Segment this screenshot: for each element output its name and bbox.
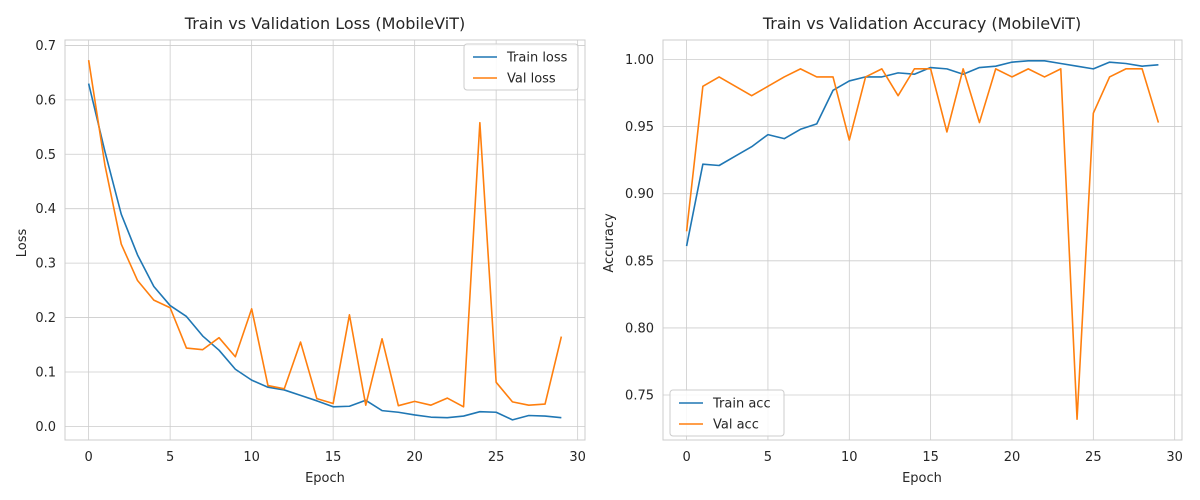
accuracy-x-tick-label: 10 xyxy=(841,450,858,465)
loss-y-tick-label: 0.7 xyxy=(35,39,56,54)
loss-y-tick-label: 0.4 xyxy=(35,202,56,217)
accuracy-y-tick-label: 0.80 xyxy=(625,321,654,336)
accuracy-legend-label: Val acc xyxy=(713,418,759,433)
loss-chart-title: Train vs Validation Loss (MobileViT) xyxy=(184,14,465,33)
accuracy-plot-frame xyxy=(662,39,1183,441)
loss-x-tick-label: 20 xyxy=(406,450,423,465)
accuracy-x-axis-label: Epoch xyxy=(902,471,942,486)
accuracy-series-val-acc-line xyxy=(685,68,1160,420)
loss-x-tick-label: 15 xyxy=(325,450,342,465)
loss-y-tick-label: 0.2 xyxy=(35,311,56,326)
loss-x-tick-label: 0 xyxy=(84,450,92,465)
accuracy-y-tick-label: 0.90 xyxy=(625,187,654,202)
accuracy-legend-label: Train acc xyxy=(712,397,771,412)
accuracy-chart: Train vs Validation Accuracy (MobileViT)… xyxy=(602,14,1183,486)
loss-y-tick-label: 0.6 xyxy=(35,93,56,108)
accuracy-chart-title: Train vs Validation Accuracy (MobileViT) xyxy=(762,14,1081,33)
loss-legend: Train loss Val loss xyxy=(463,43,579,91)
loss-plot-frame xyxy=(64,39,586,441)
loss-series-train-loss-line xyxy=(87,83,562,421)
loss-x-axis-label: Epoch xyxy=(305,471,345,486)
accuracy-y-tick-label: 0.85 xyxy=(625,254,654,269)
loss-legend-label: Train loss xyxy=(506,51,568,66)
loss-x-tick-label: 30 xyxy=(569,450,586,465)
accuracy-x-tick-label: 30 xyxy=(1166,450,1183,465)
accuracy-x-tick-label: 5 xyxy=(764,450,772,465)
loss-y-axis-label: Loss xyxy=(15,229,30,258)
loss-grid xyxy=(64,39,586,441)
loss-series-val-loss-line xyxy=(87,60,563,408)
loss-y-tick-label: 0.1 xyxy=(35,365,56,380)
accuracy-y-tick-label: 0.75 xyxy=(625,389,654,404)
loss-y-tick-label: 0.5 xyxy=(35,148,56,163)
accuracy-grid xyxy=(662,39,1183,441)
loss-y-tick-label: 0.0 xyxy=(35,420,56,435)
accuracy-x-tick-label: 0 xyxy=(682,450,690,465)
loss-x-tick-label: 10 xyxy=(243,450,260,465)
accuracy-y-tick-label: 1.00 xyxy=(625,53,654,68)
accuracy-x-tick-label: 25 xyxy=(1085,450,1102,465)
accuracy-x-tick-label: 15 xyxy=(922,450,939,465)
accuracy-series-train-acc-line xyxy=(685,60,1159,247)
accuracy-y-axis-label: Accuracy xyxy=(602,213,617,273)
accuracy-y-tick-label: 0.95 xyxy=(625,120,654,135)
loss-legend-label: Val loss xyxy=(507,72,556,87)
loss-x-tick-label: 5 xyxy=(166,450,174,465)
accuracy-x-tick-label: 20 xyxy=(1004,450,1021,465)
loss-y-tick-label: 0.3 xyxy=(35,257,56,272)
accuracy-legend: Train acc Val acc xyxy=(669,389,785,437)
loss-chart: Train vs Validation Loss (MobileViT) Epo… xyxy=(15,14,586,486)
loss-x-tick-label: 25 xyxy=(488,450,505,465)
